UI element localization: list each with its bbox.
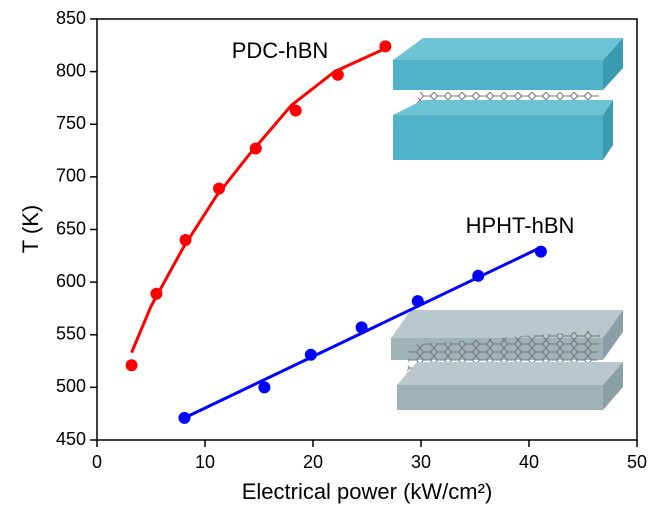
x-tick-label: 40 [519,452,539,472]
data-point [178,411,191,424]
data-point [179,234,192,247]
series-label: PDC-hBN [232,38,329,63]
y-tick-label: 450 [56,429,86,449]
inset-top [393,38,623,160]
data-point [213,182,226,195]
inset-bottom [391,310,623,410]
data-point [379,40,392,53]
y-tick-label: 700 [56,166,86,186]
data-point [331,68,344,81]
y-tick-label: 600 [56,271,86,291]
y-tick-label: 650 [56,218,86,238]
data-point [289,104,302,117]
x-tick-label: 30 [411,452,431,472]
data-point [150,287,163,300]
x-tick-label: 10 [195,452,215,472]
data-point [258,381,271,394]
y-tick-label: 750 [56,113,86,133]
data-point [355,321,368,334]
series-label: HPHT-hBN [466,213,575,238]
x-tick-label: 50 [627,452,647,472]
fit-line [130,47,386,354]
x-tick-label: 20 [303,452,323,472]
y-tick-label: 500 [56,376,86,396]
y-axis-label: T (K) [18,205,43,253]
data-point [249,142,262,155]
data-point [125,359,138,372]
x-axis-label: Electrical power (kW/cm²) [242,479,493,504]
data-point [411,295,424,308]
y-tick-label: 550 [56,324,86,344]
data-point [534,245,547,258]
data-point [304,348,317,361]
x-tick-label: 0 [92,452,102,472]
data-point [472,269,485,282]
y-tick-label: 850 [56,8,86,28]
y-tick-label: 800 [56,60,86,80]
